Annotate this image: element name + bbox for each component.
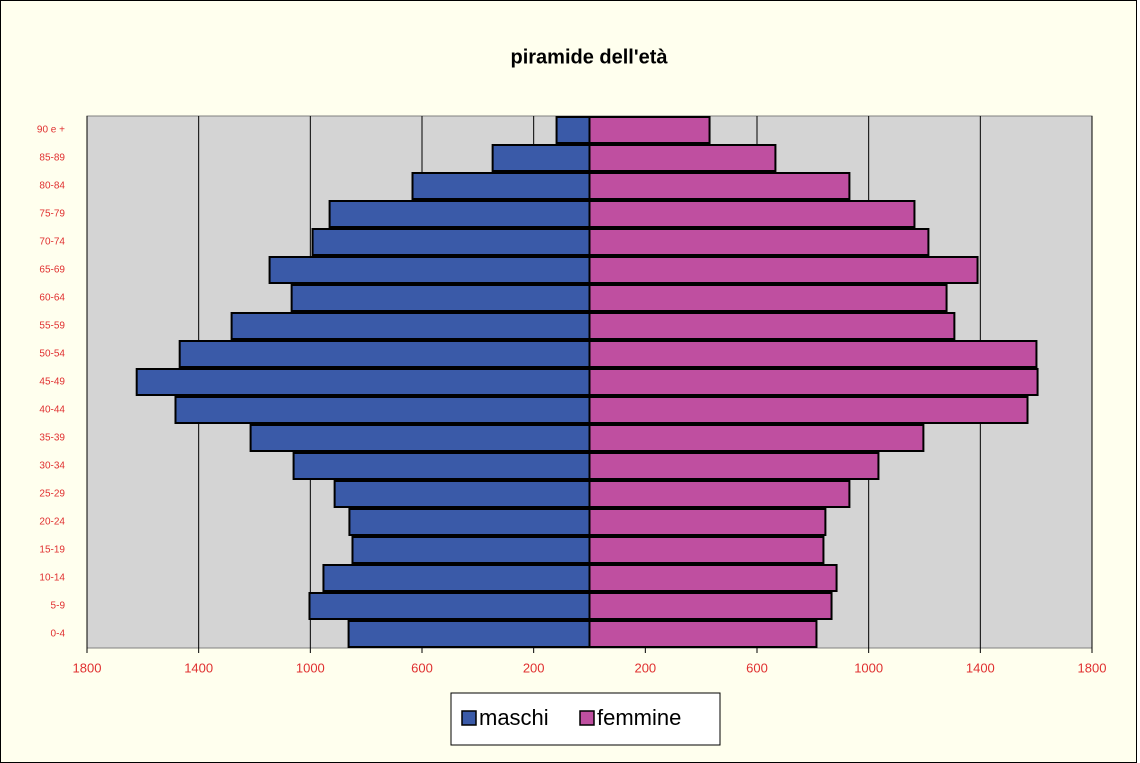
- bar: [588, 172, 851, 200]
- bar: [333, 480, 591, 508]
- chart-title: piramide dell'età: [510, 46, 668, 68]
- legend-swatch: [461, 710, 477, 726]
- bar: [178, 340, 591, 368]
- bar: [588, 508, 827, 536]
- bar: [588, 592, 833, 620]
- bar: [588, 312, 956, 340]
- x-tick-label: 1400: [184, 660, 213, 675]
- y-tick-label: 40-44: [39, 405, 65, 416]
- bar: [588, 564, 838, 592]
- bar: [491, 144, 591, 172]
- x-tick-label: 200: [634, 660, 656, 675]
- bar: [174, 396, 591, 424]
- y-tick-label: 5-9: [51, 601, 66, 612]
- bar: [588, 368, 1039, 396]
- y-tick-label: 85-89: [39, 153, 65, 164]
- bar: [588, 256, 979, 284]
- bar: [135, 368, 591, 396]
- y-tick-label: 15-19: [39, 545, 65, 556]
- bar: [588, 200, 916, 228]
- bar: [311, 228, 591, 256]
- y-tick-label: 50-54: [39, 349, 65, 360]
- bar: [588, 424, 925, 452]
- bar: [588, 144, 777, 172]
- bar: [588, 452, 880, 480]
- bar: [268, 256, 591, 284]
- bar: [230, 312, 591, 340]
- y-tick-label: 35-39: [39, 433, 65, 444]
- legend-swatch: [579, 710, 595, 726]
- bar: [290, 284, 591, 312]
- legend-label: femmine: [597, 705, 681, 730]
- x-tick-label: 600: [746, 660, 768, 675]
- y-tick-label: 20-24: [39, 517, 65, 528]
- bar: [555, 116, 591, 144]
- x-tick-label: 1800: [1078, 660, 1107, 675]
- bar: [588, 536, 825, 564]
- bar: [249, 424, 591, 452]
- x-tick-label: 600: [411, 660, 433, 675]
- x-tick-label: 1800: [73, 660, 102, 675]
- y-tick-label: 30-34: [39, 461, 65, 472]
- bar: [328, 200, 591, 228]
- bar: [351, 536, 591, 564]
- bar: [292, 452, 591, 480]
- y-tick-label: 90 e +: [37, 125, 65, 136]
- y-tick-label: 60-64: [39, 293, 65, 304]
- y-tick-label: 0-4: [51, 629, 66, 640]
- bar: [588, 284, 948, 312]
- x-tick-label: 200: [523, 660, 545, 675]
- y-tick-label: 75-79: [39, 209, 65, 220]
- bar: [348, 508, 591, 536]
- bar: [588, 396, 1029, 424]
- bar: [411, 172, 591, 200]
- x-tick-label: 1000: [854, 660, 883, 675]
- y-tick-label: 70-74: [39, 237, 65, 248]
- bar: [347, 620, 591, 648]
- y-tick-label: 10-14: [39, 573, 65, 584]
- legend-label: maschi: [479, 705, 549, 730]
- bar: [588, 340, 1038, 368]
- bar: [588, 480, 851, 508]
- y-tick-label: 80-84: [39, 181, 65, 192]
- x-tick-label: 1000: [296, 660, 325, 675]
- y-tick-label: 45-49: [39, 377, 65, 388]
- bar: [322, 564, 591, 592]
- y-tick-label: 55-59: [39, 321, 65, 332]
- bar: [588, 116, 711, 144]
- y-tick-label: 65-69: [39, 265, 65, 276]
- x-tick-label: 1400: [966, 660, 995, 675]
- bar: [308, 592, 591, 620]
- bar: [588, 228, 930, 256]
- y-tick-label: 25-29: [39, 489, 65, 500]
- bar: [588, 620, 818, 648]
